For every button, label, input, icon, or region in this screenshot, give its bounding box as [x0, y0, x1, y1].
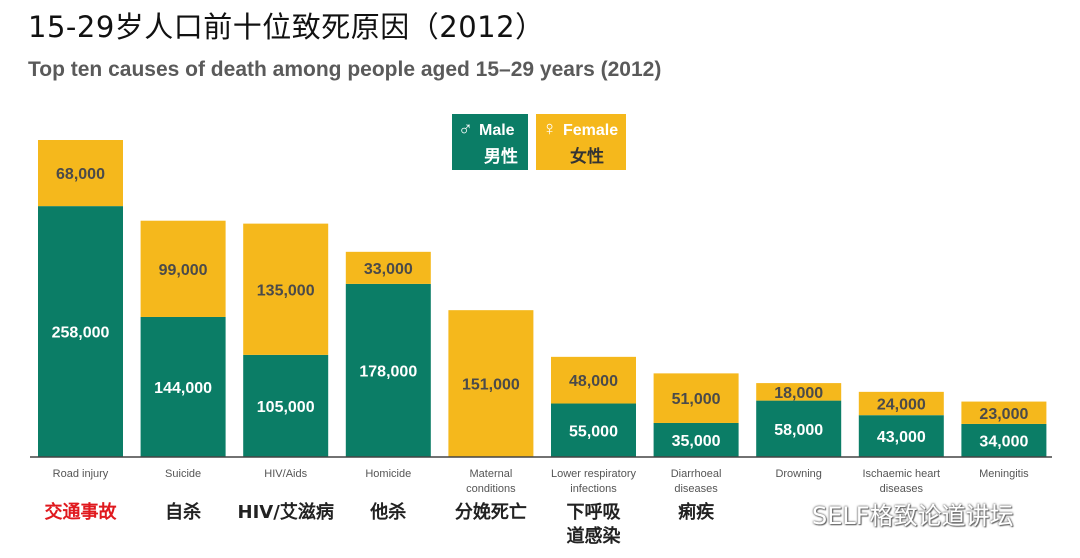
bar-female	[858, 391, 944, 416]
bar-female-value-label: 68,000	[56, 166, 105, 183]
bar-female	[551, 356, 636, 404]
bar-male-value-label: 58,000	[774, 422, 823, 439]
category-label-en: Maternal	[470, 468, 513, 480]
bar-female	[653, 373, 739, 423]
category-label-en: diseases	[880, 483, 924, 495]
bar-male-value-label: 55,000	[569, 423, 618, 440]
category-label-en: Road injury	[53, 468, 109, 480]
category-label-en: Meningitis	[979, 468, 1029, 480]
category-label-en: Homicide	[365, 468, 411, 480]
category-label-zh: 下呼吸	[567, 502, 622, 523]
bar-male-value-label: 144,000	[154, 380, 212, 397]
category-label-en: Drowning	[775, 468, 821, 480]
category-label-en: diseases	[674, 483, 718, 495]
category-label-en: Lower respiratory	[551, 468, 636, 480]
category-label-en: conditions	[466, 483, 516, 495]
legend-male-en: ♂ Male	[458, 118, 515, 141]
bar-female-value-label: 151,000	[462, 377, 520, 394]
bar-female	[243, 223, 329, 355]
legend-male-zh: 男性	[484, 147, 518, 167]
category-label-en: Ischaemic heart	[862, 468, 940, 480]
watermark: SELF格致论道讲坛	[772, 496, 1014, 531]
bar-male-value-label: 178,000	[359, 363, 417, 380]
category-label-zh: 他杀	[369, 501, 406, 523]
bar-female	[140, 220, 226, 317]
bar-female-value-label: 18,000	[774, 385, 823, 402]
category-label-zh: 自杀	[165, 501, 201, 523]
legend-female: ♀ Female 女性	[536, 114, 626, 170]
legend-female-zh: 女性	[570, 147, 604, 167]
category-label-en: infections	[570, 483, 617, 495]
category-label-zh: HIV/艾滋病	[238, 501, 334, 523]
category-label-zh: 痢疾	[678, 501, 715, 523]
category-label-en: Diarrhoeal	[671, 468, 722, 480]
bar-female	[345, 251, 431, 284]
bar-female-value-label: 48,000	[569, 373, 618, 390]
bar-male	[961, 423, 1047, 457]
bar-male	[345, 283, 431, 457]
bar-male-value-label: 34,000	[979, 433, 1028, 450]
bar-male	[140, 316, 226, 457]
bar-female-value-label: 24,000	[877, 397, 926, 414]
bar-male	[243, 354, 329, 457]
bar-male	[756, 400, 842, 457]
bar-male	[653, 422, 739, 457]
legend-female-label: Female	[563, 122, 619, 139]
bar-male	[858, 415, 944, 457]
category-label-en: Suicide	[165, 468, 201, 480]
bar-female-value-label: 51,000	[672, 391, 721, 408]
bar-female-value-label: 99,000	[159, 262, 208, 279]
bar-female	[448, 310, 534, 457]
female-symbol-icon: ♀	[542, 118, 557, 140]
bar-female	[961, 401, 1047, 424]
category-label-zh: 道感染	[567, 525, 622, 547]
bar-male-value-label: 258,000	[52, 325, 110, 342]
bar-male	[38, 206, 123, 457]
male-symbol-icon: ♂	[458, 118, 473, 140]
bar-male	[551, 403, 636, 457]
bar-male-value-label: 105,000	[257, 399, 315, 416]
bar-female	[756, 383, 842, 401]
category-label-zh: 交通事故	[45, 501, 118, 523]
legend-male-label: Male	[479, 122, 515, 139]
legend-female-en: ♀ Female	[542, 118, 618, 141]
bar-female-value-label: 23,000	[979, 406, 1028, 423]
chart-title-zh: 15-29岁人口前十位致死原因（2012）	[28, 10, 545, 44]
chat-bubble-icon	[772, 505, 806, 529]
category-label-zh: 分娩死亡	[455, 501, 527, 523]
bar-male-value-label: 43,000	[877, 429, 926, 446]
bar-female-value-label: 33,000	[364, 261, 413, 278]
bar-female-value-label: 135,000	[257, 282, 315, 299]
category-label-en: HIV/Aids	[264, 468, 307, 480]
watermark-text: SELF格致论道讲坛	[812, 502, 1014, 530]
bar-female	[38, 140, 123, 207]
chart-title-en: Top ten causes of death among people age…	[28, 58, 662, 81]
legend-male: ♂ Male 男性	[452, 114, 528, 170]
bar-male-value-label: 35,000	[672, 433, 721, 450]
